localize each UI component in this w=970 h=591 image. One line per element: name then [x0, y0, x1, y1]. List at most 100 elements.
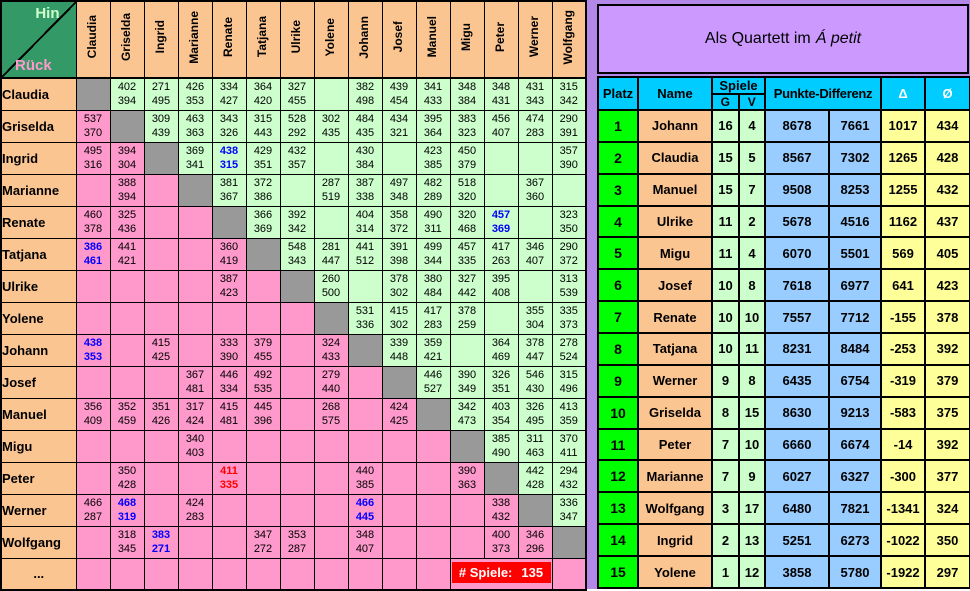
delta-cell[interactable]: -14 [880, 427, 927, 462]
average-cell[interactable]: 350 [924, 523, 970, 558]
matrix-cell-wolfgang-manuel[interactable] [415, 525, 451, 559]
matrix-cell-johann-wolfgang[interactable]: 278 524 [551, 333, 587, 367]
matrix-cell-wolfgang-ulrike[interactable]: 353 287 [279, 525, 315, 559]
matrix-cell-ulrike-josef[interactable]: 378 302 [381, 269, 417, 303]
matrix-cell-johann-peter[interactable]: 364 469 [483, 333, 519, 367]
delta-cell[interactable]: 641 [880, 268, 927, 303]
delta-cell[interactable]: -1022 [880, 523, 927, 558]
losses-cell[interactable]: 11 [737, 332, 767, 366]
average-cell[interactable]: 405 [924, 236, 970, 271]
matrix-cell-peter-claudia[interactable] [75, 461, 111, 495]
matrix-cell-werner-migu[interactable] [449, 493, 485, 527]
matrix-cell-ulrike-yolene[interactable]: 260 500 [313, 269, 349, 303]
matrix-cell-empty[interactable] [347, 557, 383, 591]
matrix-cell-ingrid-werner[interactable] [517, 141, 553, 175]
wins-cell[interactable]: 15 [711, 140, 740, 175]
rank-cell[interactable]: 2 [597, 140, 639, 175]
player-name-cell[interactable]: Griselda [637, 395, 713, 430]
matrix-cell-wolfgang-wolfgang[interactable] [551, 525, 587, 559]
matrix-cell-werner-wolfgang[interactable]: 336 347 [551, 493, 587, 527]
points-against-cell[interactable]: 7821 [828, 491, 883, 526]
matrix-cell-manuel-werner[interactable]: 326 495 [517, 397, 553, 431]
matrix-cell-tatjana-peter[interactable]: 417 263 [483, 237, 519, 271]
points-against-cell[interactable]: 6273 [828, 523, 883, 558]
matrix-cell-wolfgang-peter[interactable]: 400 373 [483, 525, 519, 559]
rank-cell[interactable]: 10 [597, 395, 639, 430]
player-name-cell[interactable]: Renate [637, 300, 713, 335]
matrix-cell-tatjana-wolfgang[interactable]: 290 372 [551, 237, 587, 271]
matrix-cell-marianne-yolene[interactable]: 287 519 [313, 173, 349, 207]
points-for-cell[interactable]: 5678 [764, 204, 831, 239]
matrix-cell-migu-johann[interactable] [347, 429, 383, 463]
matrix-cell-tatjana-yolene[interactable]: 281 447 [313, 237, 349, 271]
matrix-cell-ingrid-josef[interactable] [381, 141, 417, 175]
matrix-cell-griselda-josef[interactable]: 434 321 [381, 109, 417, 143]
average-cell[interactable]: 423 [924, 268, 970, 303]
matrix-cell-johann-renate[interactable]: 333 390 [211, 333, 247, 367]
matrix-cell-ingrid-griselda[interactable]: 394 304 [109, 141, 145, 175]
matrix-cell-tatjana-claudia[interactable]: 386 461 [75, 237, 111, 271]
matrix-cell-migu-claudia[interactable] [75, 429, 111, 463]
matrix-cell-migu-josef[interactable] [381, 429, 417, 463]
average-cell[interactable]: 379 [924, 363, 970, 398]
points-for-cell[interactable]: 6660 [764, 427, 831, 462]
matrix-cell-wolfgang-renate[interactable] [211, 525, 247, 559]
average-cell[interactable]: 297 [924, 555, 970, 589]
matrix-cell-manuel-josef[interactable]: 424 425 [381, 397, 417, 431]
matrix-cell-tatjana-migu[interactable]: 457 335 [449, 237, 485, 271]
matrix-cell-ingrid-peter[interactable] [483, 141, 519, 175]
matrix-cell-claudia-griselda[interactable]: 402 394 [109, 77, 145, 111]
matrix-cell-tatjana-manuel[interactable]: 499 344 [415, 237, 451, 271]
matrix-cell-marianne-johann[interactable]: 387 338 [347, 173, 383, 207]
matrix-cell-ingrid-migu[interactable]: 450 379 [449, 141, 485, 175]
matrix-cell-marianne-peter[interactable] [483, 173, 519, 207]
delta-cell[interactable]: 1255 [880, 172, 927, 207]
points-for-cell[interactable]: 8567 [764, 140, 831, 175]
player-name-cell[interactable]: Tatjana [637, 332, 713, 366]
matrix-cell-josef-tatjana[interactable]: 492 535 [245, 365, 281, 399]
points-against-cell[interactable]: 7712 [828, 300, 883, 335]
matrix-cell-yolene-josef[interactable]: 415 302 [381, 301, 417, 335]
matrix-cell-ingrid-manuel[interactable]: 423 385 [415, 141, 451, 175]
average-cell[interactable]: 377 [924, 459, 970, 494]
rank-cell[interactable]: 1 [597, 109, 639, 143]
matrix-cell-ulrike-ulrike[interactable] [279, 269, 315, 303]
matrix-cell-renate-johann[interactable]: 404 314 [347, 205, 383, 239]
matrix-cell-claudia-ingrid[interactable]: 271 495 [143, 77, 179, 111]
matrix-cell-claudia-ulrike[interactable]: 327 455 [279, 77, 315, 111]
matrix-cell-werner-marianne[interactable]: 424 283 [177, 493, 213, 527]
matrix-cell-renate-ulrike[interactable]: 392 342 [279, 205, 315, 239]
points-for-cell[interactable]: 3858 [764, 555, 831, 589]
matrix-cell-renate-griselda[interactable]: 325 436 [109, 205, 145, 239]
matrix-cell-renate-migu[interactable]: 320 468 [449, 205, 485, 239]
matrix-cell-renate-claudia[interactable]: 460 378 [75, 205, 111, 239]
rank-cell[interactable]: 15 [597, 555, 639, 589]
matrix-cell-yolene-manuel[interactable]: 417 283 [415, 301, 451, 335]
matrix-cell-peter-wolfgang[interactable]: 294 432 [551, 461, 587, 495]
matrix-cell-manuel-johann[interactable] [347, 397, 383, 431]
matrix-cell-tatjana-marianne[interactable] [177, 237, 213, 271]
matrix-cell-marianne-claudia[interactable] [75, 173, 111, 207]
rank-cell[interactable]: 7 [597, 300, 639, 335]
matrix-cell-empty[interactable] [109, 557, 145, 591]
matrix-cell-renate-tatjana[interactable]: 366 369 [245, 205, 281, 239]
matrix-cell-renate-marianne[interactable] [177, 205, 213, 239]
wins-cell[interactable]: 3 [711, 491, 740, 526]
matrix-cell-marianne-manuel[interactable]: 482 289 [415, 173, 451, 207]
delta-cell[interactable]: 1265 [880, 140, 927, 175]
matrix-cell-ingrid-ulrike[interactable]: 432 357 [279, 141, 315, 175]
matrix-cell-wolfgang-migu[interactable] [449, 525, 485, 559]
matrix-cell-migu-marianne[interactable]: 340 403 [177, 429, 213, 463]
matrix-cell-tatjana-griselda[interactable]: 441 421 [109, 237, 145, 271]
matrix-cell-manuel-migu[interactable]: 342 473 [449, 397, 485, 431]
average-cell[interactable]: 324 [924, 491, 970, 526]
player-name-cell[interactable]: Claudia [637, 140, 713, 175]
matrix-cell-manuel-ulrike[interactable] [279, 397, 315, 431]
losses-cell[interactable]: 9 [737, 459, 767, 494]
delta-cell[interactable]: 569 [880, 236, 927, 271]
matrix-cell-manuel-peter[interactable]: 403 354 [483, 397, 519, 431]
delta-cell[interactable]: -583 [880, 395, 927, 430]
matrix-cell-yolene-tatjana[interactable] [245, 301, 281, 335]
wins-cell[interactable]: 15 [711, 172, 740, 207]
rank-cell[interactable]: 8 [597, 332, 639, 366]
